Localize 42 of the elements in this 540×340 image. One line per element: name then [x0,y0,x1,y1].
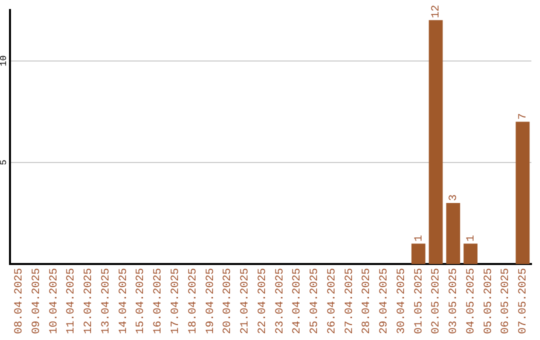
x-tick-label: 20.04.2025 [222,268,234,334]
x-tick-label: 22.04.2025 [256,268,269,334]
x-tick-label: 02.05.2025 [430,268,443,334]
x-tick-label: 28.04.2025 [361,268,374,334]
x-tick-label: 24.04.2025 [292,268,304,334]
x-tick-label: 11.04.2025 [66,268,78,334]
x-tick-label: 14.04.2025 [118,268,130,334]
x-tick-label: 30.04.2025 [396,268,408,334]
x-tick-label: 04.05.2025 [465,268,478,334]
y-tick-label: 10 [0,55,9,66]
x-tick-label: 18.04.2025 [187,268,200,334]
data-label: 1 [465,234,478,242]
bar [428,20,443,264]
x-tick-label: 23.04.2025 [274,268,286,334]
bar [411,244,426,264]
x-tick-label: 26.04.2025 [326,268,338,334]
x-tick-label: 03.05.2025 [448,268,460,334]
x-tick-label: 13.04.2025 [100,268,112,334]
x-tick-label: 16.04.2025 [152,268,165,334]
data-label: 3 [448,194,460,202]
bar [446,203,460,264]
bar [516,122,530,264]
x-tick-label: 19.04.2025 [204,268,217,334]
x-tick-label: 08.04.2025 [14,268,26,334]
x-tick-label: 27.04.2025 [344,268,356,334]
x-tick-label: 25.04.2025 [309,268,322,334]
x-tick-label: 29.04.2025 [378,268,391,334]
data-label: 12 [430,4,443,18]
x-tick-label: 12.04.2025 [83,268,96,334]
bar [464,244,478,264]
x-tick-label: 01.05.2025 [413,268,426,334]
x-tick-label: 10.04.2025 [48,268,60,334]
x-tick-label: 09.04.2025 [30,268,43,334]
x-tick-label: 07.05.2025 [518,268,530,334]
x-tick-label: 15.04.2025 [135,268,148,334]
y-tick-label: 5 [0,160,9,166]
x-tick-label: 05.05.2025 [482,268,495,334]
x-tick-label: 17.04.2025 [170,268,182,334]
x-tick-label: 21.04.2025 [240,268,252,334]
x-tick-label: 06.05.2025 [500,268,512,334]
data-label: 1 [413,234,426,242]
data-label: 7 [518,113,530,120]
